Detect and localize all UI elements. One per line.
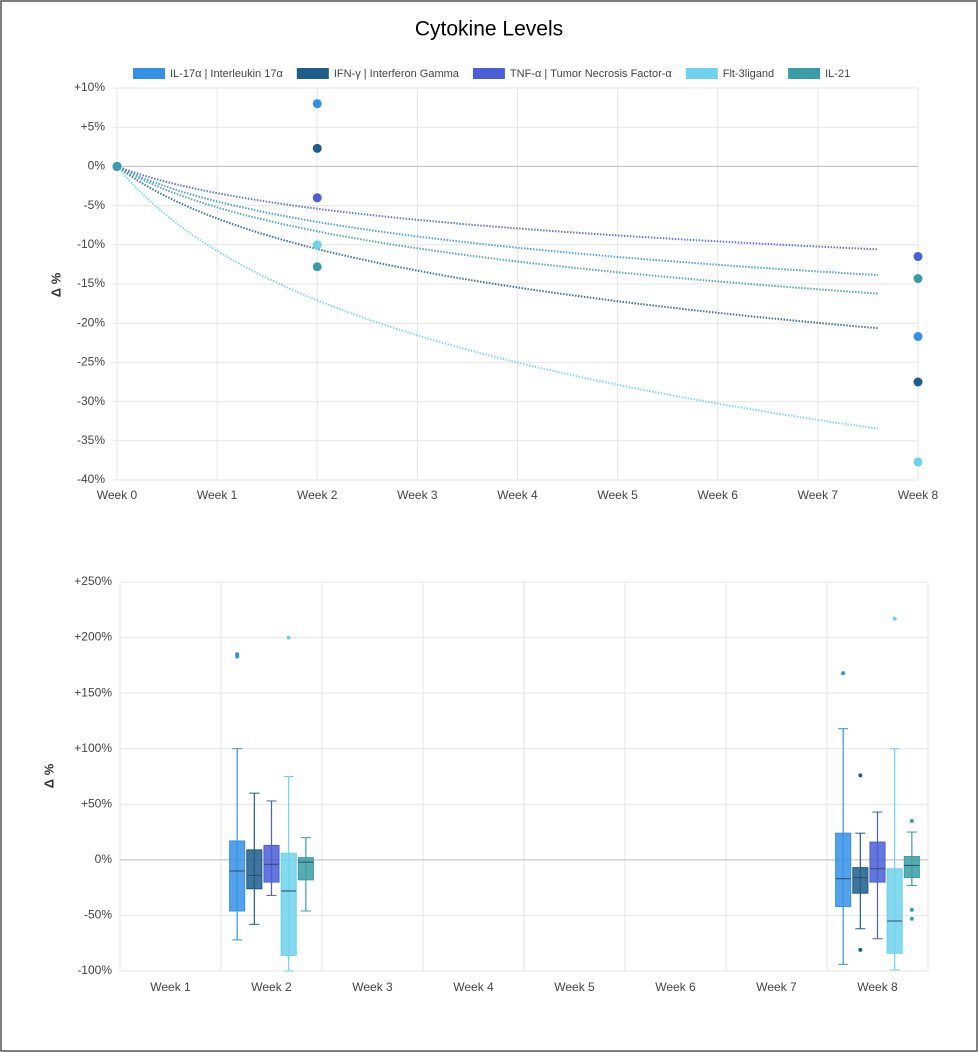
legend-label: IL-21 bbox=[825, 68, 850, 80]
outlier bbox=[892, 616, 897, 621]
x-tick-label: Week 6 bbox=[698, 488, 739, 502]
y-axis-label: Δ % bbox=[41, 763, 56, 788]
legend-swatch bbox=[133, 68, 165, 79]
x-tick-label: Week 8 bbox=[857, 980, 898, 994]
trend-line bbox=[116, 165, 879, 430]
data-point bbox=[312, 262, 322, 272]
x-tick-label: Week 1 bbox=[197, 488, 238, 502]
box bbox=[280, 852, 297, 956]
data-point bbox=[913, 377, 923, 387]
x-tick-label: Week 7 bbox=[798, 488, 839, 502]
x-tick-label: Week 2 bbox=[251, 980, 292, 994]
box bbox=[852, 867, 869, 894]
box bbox=[835, 832, 852, 908]
data-point bbox=[112, 161, 122, 171]
data-point bbox=[913, 457, 923, 467]
box bbox=[869, 841, 886, 883]
x-tick-label: Week 6 bbox=[655, 980, 696, 994]
legend-swatch bbox=[788, 68, 821, 79]
x-tick-label: Week 5 bbox=[597, 488, 638, 502]
trend-line bbox=[116, 165, 878, 251]
y-tick-label: -25% bbox=[77, 355, 105, 369]
outlier bbox=[858, 947, 863, 952]
data-point bbox=[312, 99, 322, 109]
x-tick-label: Week 3 bbox=[397, 488, 438, 502]
trend-line bbox=[116, 165, 878, 330]
trend-line bbox=[116, 165, 878, 295]
outlier bbox=[235, 654, 240, 659]
chart-title: Cytokine Levels bbox=[415, 18, 563, 41]
data-point bbox=[312, 193, 322, 203]
x-tick-label: Week 1 bbox=[150, 980, 191, 994]
legend-swatch bbox=[472, 68, 505, 79]
data-point bbox=[913, 332, 923, 342]
outlier bbox=[909, 907, 914, 912]
y-tick-label: -100% bbox=[77, 963, 112, 977]
outlier bbox=[909, 916, 914, 921]
box bbox=[903, 856, 920, 879]
trend-line bbox=[116, 165, 878, 277]
y-tick-label: -5% bbox=[84, 198, 106, 212]
x-tick-label: Week 7 bbox=[756, 980, 797, 994]
x-tick-label: Week 8 bbox=[898, 488, 939, 502]
legend-swatch bbox=[685, 68, 718, 79]
y-tick-label: +150% bbox=[74, 685, 112, 699]
legend-label: TNF-α | Tumor Necrosis Factor-α bbox=[510, 68, 672, 80]
y-tick-label: +100% bbox=[74, 741, 112, 755]
box bbox=[886, 868, 903, 954]
x-tick-label: Week 4 bbox=[453, 980, 494, 994]
x-tick-label: Week 4 bbox=[497, 488, 538, 502]
outlier bbox=[286, 635, 291, 640]
legend-label: Flt-3ligand bbox=[723, 68, 774, 80]
y-tick-label: +50% bbox=[81, 796, 112, 810]
box bbox=[246, 849, 263, 890]
y-tick-label: -40% bbox=[77, 472, 105, 486]
y-tick-label: -35% bbox=[77, 433, 105, 447]
data-point bbox=[312, 240, 322, 250]
y-tick-label: -30% bbox=[77, 394, 105, 408]
x-tick-label: Week 3 bbox=[352, 980, 393, 994]
y-tick-label: -50% bbox=[84, 908, 112, 922]
y-tick-label: 0% bbox=[95, 852, 113, 866]
outlier bbox=[858, 773, 863, 778]
legend-label: IL-17α | Interleukin 17α bbox=[170, 68, 283, 80]
y-tick-label: 0% bbox=[88, 159, 106, 173]
data-point bbox=[913, 252, 923, 262]
box bbox=[263, 844, 280, 883]
y-tick-label: -20% bbox=[77, 315, 105, 329]
legend-swatch bbox=[296, 68, 329, 79]
y-tick-label: +10% bbox=[74, 80, 105, 94]
box bbox=[229, 840, 246, 912]
outlier bbox=[909, 818, 914, 823]
x-tick-label: Week 0 bbox=[97, 488, 138, 502]
outlier bbox=[841, 671, 846, 676]
box bbox=[297, 857, 314, 881]
x-tick-label: Week 5 bbox=[554, 980, 595, 994]
y-tick-label: +5% bbox=[81, 119, 106, 133]
data-point bbox=[312, 143, 322, 153]
legend-label: IFN-γ | Interferon Gamma bbox=[334, 68, 460, 80]
y-tick-label: -10% bbox=[77, 237, 105, 251]
data-point bbox=[913, 274, 923, 284]
y-axis-label: Δ % bbox=[48, 272, 63, 297]
y-tick-label: +200% bbox=[74, 630, 112, 644]
y-tick-label: -15% bbox=[77, 276, 105, 290]
y-tick-label: +250% bbox=[74, 574, 112, 588]
x-tick-label: Week 2 bbox=[297, 488, 338, 502]
